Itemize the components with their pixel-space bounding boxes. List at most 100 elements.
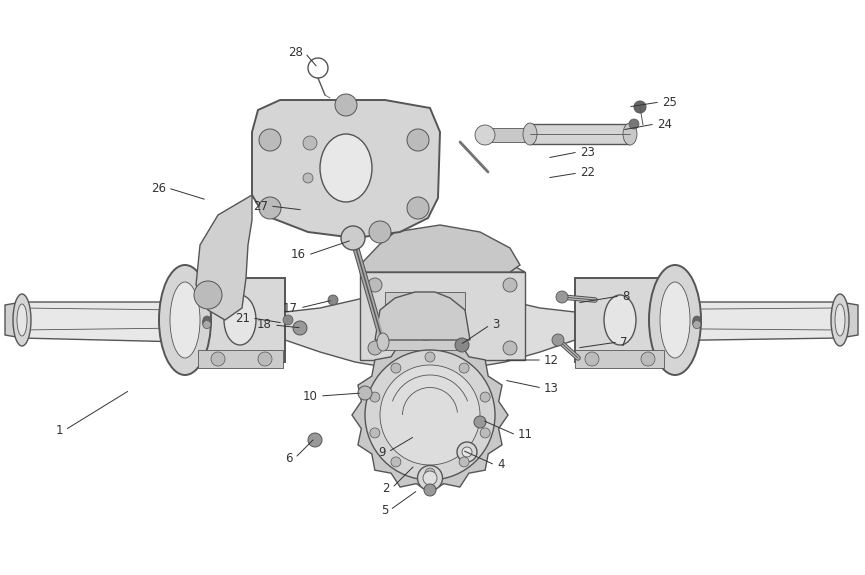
Circle shape bbox=[203, 319, 211, 327]
Polygon shape bbox=[285, 288, 420, 370]
Polygon shape bbox=[360, 272, 525, 360]
Circle shape bbox=[693, 319, 701, 327]
Ellipse shape bbox=[523, 123, 537, 145]
Polygon shape bbox=[485, 128, 532, 142]
Circle shape bbox=[556, 291, 568, 303]
Circle shape bbox=[693, 316, 701, 324]
Text: 23: 23 bbox=[580, 145, 595, 159]
Circle shape bbox=[634, 101, 646, 113]
Circle shape bbox=[503, 278, 517, 292]
Circle shape bbox=[641, 352, 655, 366]
Circle shape bbox=[424, 484, 436, 496]
Text: 21: 21 bbox=[235, 312, 250, 324]
Text: 3: 3 bbox=[492, 319, 499, 332]
Circle shape bbox=[370, 428, 380, 438]
Text: 4: 4 bbox=[497, 458, 504, 472]
Circle shape bbox=[328, 295, 338, 305]
Circle shape bbox=[475, 125, 495, 145]
Circle shape bbox=[303, 136, 317, 150]
Text: 5: 5 bbox=[381, 504, 388, 516]
Circle shape bbox=[335, 94, 357, 116]
Text: 2: 2 bbox=[382, 481, 390, 494]
Text: 12: 12 bbox=[544, 354, 559, 366]
Circle shape bbox=[629, 119, 639, 129]
Circle shape bbox=[459, 363, 469, 373]
Circle shape bbox=[259, 129, 281, 151]
Ellipse shape bbox=[649, 265, 701, 375]
Polygon shape bbox=[198, 350, 283, 368]
Polygon shape bbox=[530, 124, 630, 144]
Text: 17: 17 bbox=[283, 301, 298, 315]
Text: 10: 10 bbox=[303, 389, 318, 402]
Circle shape bbox=[211, 352, 225, 366]
Ellipse shape bbox=[604, 295, 636, 345]
Ellipse shape bbox=[377, 333, 389, 351]
Ellipse shape bbox=[462, 447, 472, 457]
Circle shape bbox=[368, 341, 382, 355]
Polygon shape bbox=[352, 337, 508, 493]
Text: 13: 13 bbox=[544, 381, 559, 394]
Circle shape bbox=[341, 226, 365, 250]
Circle shape bbox=[203, 320, 211, 328]
Circle shape bbox=[391, 457, 400, 467]
Ellipse shape bbox=[457, 442, 477, 462]
Polygon shape bbox=[196, 195, 252, 320]
Polygon shape bbox=[375, 292, 470, 340]
Circle shape bbox=[283, 315, 293, 325]
Circle shape bbox=[425, 468, 435, 478]
Polygon shape bbox=[195, 278, 285, 362]
Text: 26: 26 bbox=[151, 182, 166, 194]
Circle shape bbox=[303, 173, 313, 183]
Circle shape bbox=[480, 428, 490, 438]
Ellipse shape bbox=[13, 294, 31, 346]
Polygon shape bbox=[360, 244, 525, 272]
Text: 28: 28 bbox=[288, 47, 303, 59]
Ellipse shape bbox=[423, 471, 437, 485]
Text: 11: 11 bbox=[518, 428, 533, 442]
Ellipse shape bbox=[224, 295, 256, 345]
Circle shape bbox=[293, 321, 307, 335]
Polygon shape bbox=[385, 292, 465, 350]
Circle shape bbox=[693, 317, 701, 325]
Ellipse shape bbox=[835, 304, 845, 336]
Ellipse shape bbox=[159, 265, 211, 375]
Circle shape bbox=[194, 281, 222, 309]
Text: 22: 22 bbox=[580, 167, 595, 179]
Text: 25: 25 bbox=[662, 95, 677, 109]
Circle shape bbox=[308, 433, 322, 447]
Polygon shape bbox=[440, 288, 575, 370]
Circle shape bbox=[693, 319, 701, 327]
Text: 8: 8 bbox=[622, 289, 630, 302]
Circle shape bbox=[693, 317, 701, 325]
Polygon shape bbox=[20, 302, 185, 342]
Polygon shape bbox=[575, 302, 840, 342]
Text: 27: 27 bbox=[253, 200, 268, 213]
Circle shape bbox=[203, 317, 211, 325]
Text: 7: 7 bbox=[620, 335, 627, 348]
Ellipse shape bbox=[17, 304, 27, 336]
Circle shape bbox=[370, 392, 380, 402]
Ellipse shape bbox=[831, 294, 849, 346]
Text: 1: 1 bbox=[55, 424, 63, 436]
Circle shape bbox=[391, 363, 400, 373]
Text: 9: 9 bbox=[379, 446, 386, 458]
Ellipse shape bbox=[418, 466, 443, 490]
Circle shape bbox=[425, 352, 435, 362]
Circle shape bbox=[203, 318, 211, 326]
Circle shape bbox=[459, 457, 469, 467]
Ellipse shape bbox=[623, 123, 637, 145]
Text: 6: 6 bbox=[285, 451, 293, 465]
Circle shape bbox=[203, 317, 211, 325]
Polygon shape bbox=[252, 100, 440, 238]
Circle shape bbox=[552, 334, 564, 346]
Ellipse shape bbox=[660, 282, 690, 358]
Circle shape bbox=[368, 278, 382, 292]
Circle shape bbox=[474, 416, 486, 428]
Circle shape bbox=[258, 352, 272, 366]
Circle shape bbox=[693, 321, 701, 328]
Circle shape bbox=[369, 221, 391, 243]
Circle shape bbox=[203, 316, 211, 324]
Ellipse shape bbox=[405, 300, 445, 340]
Text: 16: 16 bbox=[291, 248, 306, 262]
Ellipse shape bbox=[170, 282, 200, 358]
